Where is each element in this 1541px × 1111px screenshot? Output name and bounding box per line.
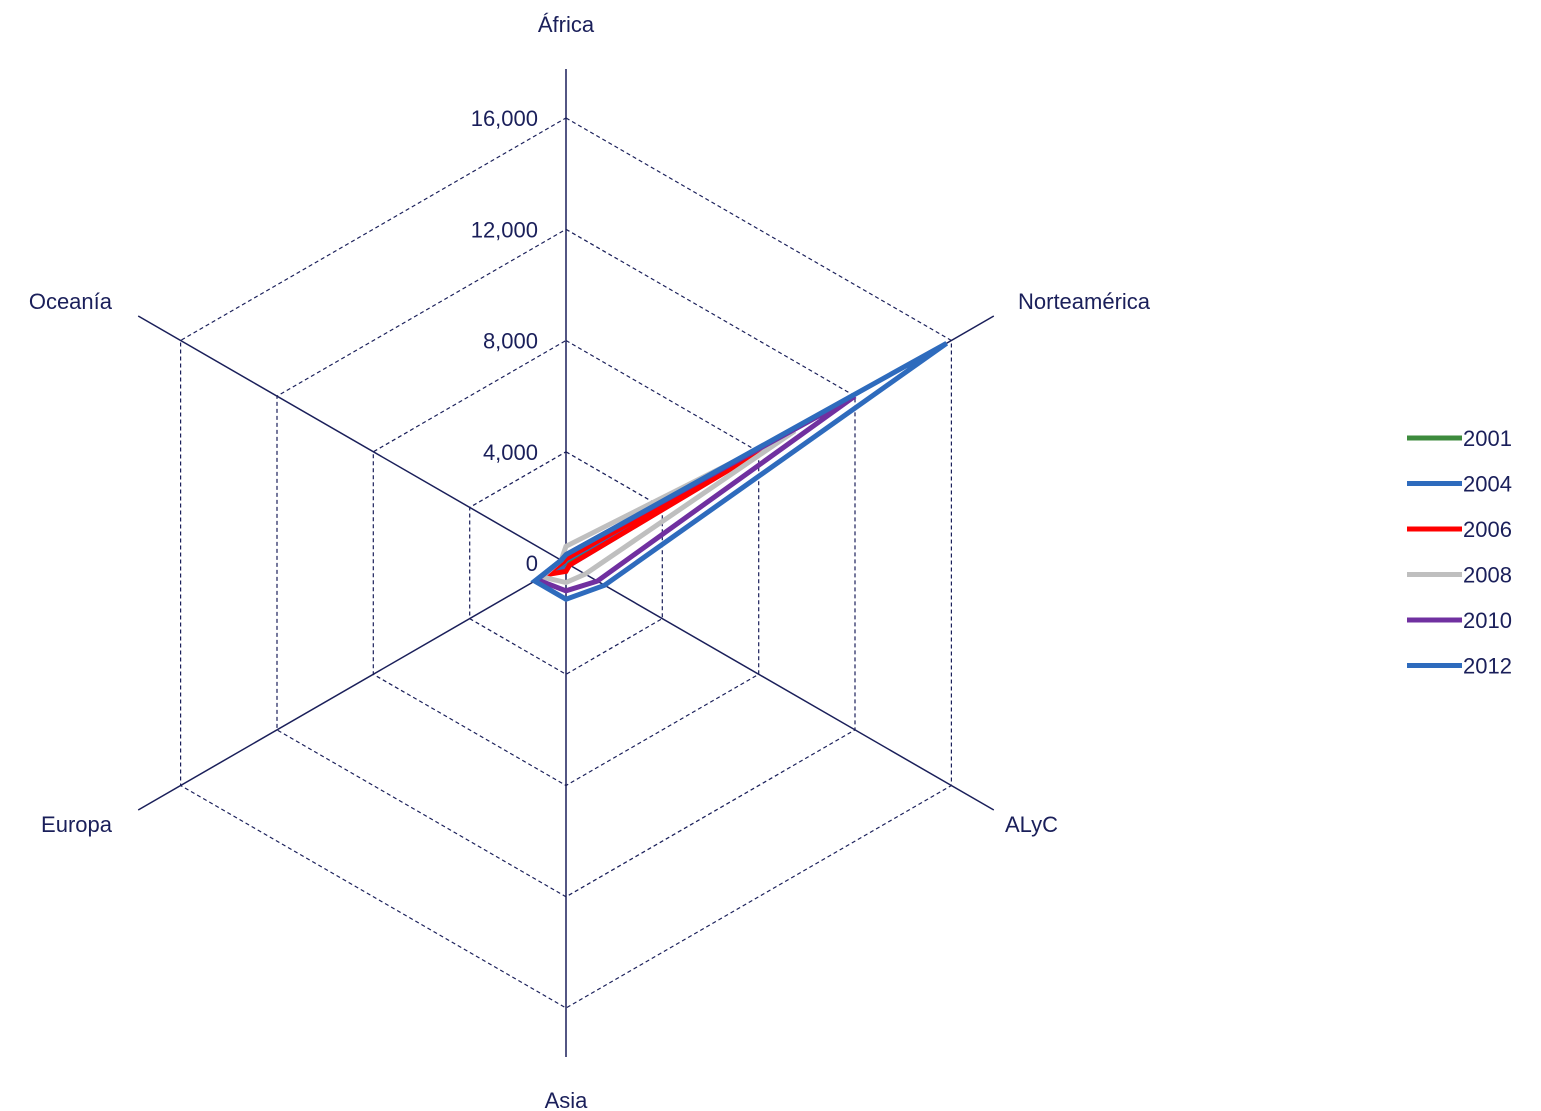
axis-label: África xyxy=(538,12,595,37)
axis-label: ALyC xyxy=(1005,812,1058,837)
axis-spoke xyxy=(137,562,567,811)
axis-labels: África Norteamérica ALyC Asia Europa Oceanía xyxy=(29,12,1151,1111)
legend-label-2004: 2004 xyxy=(1463,472,1512,497)
data-series xyxy=(530,341,949,602)
series-2012 xyxy=(530,341,949,602)
legend-label-2012: 2012 xyxy=(1463,654,1512,679)
axis-label: Europa xyxy=(41,812,113,837)
legend-label-2001: 2001 xyxy=(1463,426,1512,451)
series-2010 xyxy=(532,393,857,594)
axis-label: Norteamérica xyxy=(1018,289,1151,314)
tick-label: 0 xyxy=(526,551,538,576)
legend-label-2006: 2006 xyxy=(1463,517,1512,542)
legend-label-2010: 2010 xyxy=(1463,608,1512,633)
axis-label: Asia xyxy=(545,1088,589,1111)
legend: 2001 2004 2006 2008 2010 2012 xyxy=(1407,426,1512,679)
legend-label-2008: 2008 xyxy=(1463,563,1512,588)
axis-spoke xyxy=(137,315,567,564)
tick-label: 8,000 xyxy=(483,329,538,354)
axis-label: Oceanía xyxy=(29,289,113,314)
tick-labels: 0 4,000 8,000 12,000 16,000 xyxy=(471,106,538,576)
tick-label: 16,000 xyxy=(471,106,538,131)
axis-spoke xyxy=(565,562,995,811)
tick-label: 4,000 xyxy=(483,440,538,465)
tick-label: 12,000 xyxy=(471,217,538,242)
